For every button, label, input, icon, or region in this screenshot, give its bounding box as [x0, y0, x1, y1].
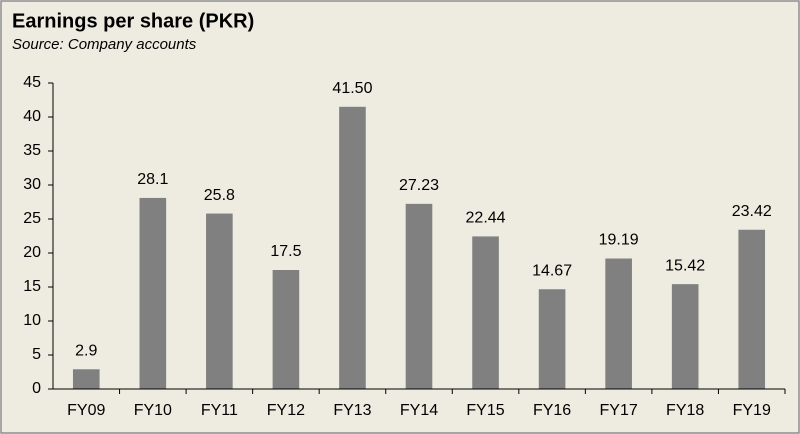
y-tick-label: 30 — [23, 176, 41, 193]
data-label: 41.50 — [332, 80, 372, 97]
y-tick-label: 35 — [23, 142, 41, 159]
data-label: 17.5 — [270, 243, 301, 260]
y-tick-label: 5 — [32, 346, 41, 363]
x-tick-label: FY17 — [600, 402, 638, 419]
x-tick-label: FY12 — [267, 402, 305, 419]
bar — [72, 369, 100, 389]
y-tick-label: 25 — [23, 210, 41, 227]
x-tick-label: FY16 — [533, 402, 571, 419]
bar — [738, 229, 766, 389]
x-tick-label: FY10 — [134, 402, 172, 419]
y-tick-label: 10 — [23, 312, 41, 329]
bar — [538, 289, 566, 389]
bar — [139, 197, 167, 389]
chart-title: Earnings per share (PKR) — [12, 10, 254, 32]
chart-subtitle: Source: Company accounts — [12, 36, 197, 53]
x-tick-label: FY11 — [201, 402, 238, 419]
x-tick-label: FY14 — [400, 402, 438, 419]
data-label: 27.23 — [399, 177, 439, 194]
data-label: 23.42 — [732, 203, 772, 220]
x-tick-label: FY19 — [733, 402, 771, 419]
x-tick-label: FY15 — [466, 402, 504, 419]
bar — [339, 106, 366, 390]
data-label: 2.9 — [75, 342, 97, 359]
y-tick-label: 0 — [32, 380, 41, 397]
bar — [605, 258, 632, 389]
y-tick-label: 15 — [23, 278, 41, 295]
bar — [272, 270, 300, 389]
bar — [671, 284, 699, 389]
y-tick-label: 40 — [23, 108, 41, 125]
bar — [472, 236, 499, 389]
x-tick-label: FY13 — [333, 402, 371, 419]
y-tick-label: 20 — [23, 244, 41, 261]
x-tick-label: FY09 — [67, 402, 105, 419]
data-label: 19.19 — [599, 232, 639, 249]
data-label: 15.42 — [665, 257, 705, 274]
data-label: 22.44 — [466, 210, 506, 227]
data-label: 28.1 — [137, 171, 168, 188]
bar — [405, 203, 433, 389]
y-tick-label: 45 — [23, 74, 41, 91]
bar — [206, 213, 233, 389]
x-tick-label: FY18 — [666, 402, 704, 419]
data-label: 25.8 — [204, 187, 235, 204]
data-label: 14.67 — [532, 262, 572, 279]
